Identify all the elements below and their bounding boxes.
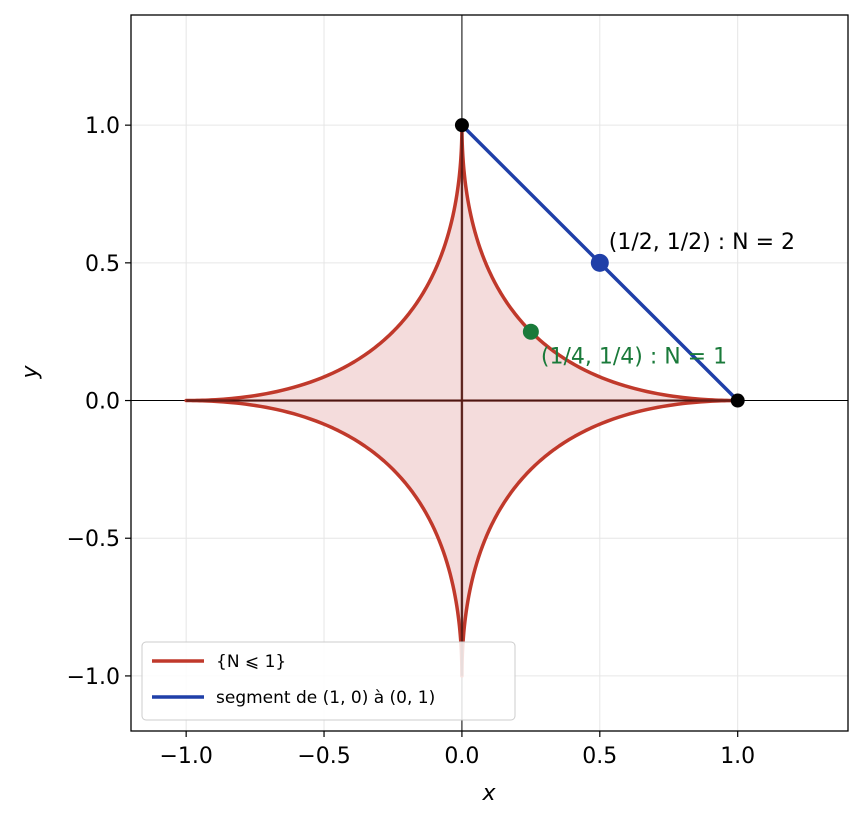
legend-label-astroid: {N ⩽ 1} xyxy=(216,652,286,672)
x-tick-label: −0.5 xyxy=(297,744,350,769)
legend-box xyxy=(141,641,516,721)
point-marker xyxy=(454,118,469,133)
point-marker xyxy=(590,253,609,272)
legend: {N ⩽ 1} segment de (1, 0) à (0, 1) xyxy=(141,641,516,721)
y-tick-label: −1.0 xyxy=(67,665,120,690)
x-tick-label: −1.0 xyxy=(159,744,212,769)
astroid-curve xyxy=(184,123,740,678)
x-tick-label: 1.0 xyxy=(720,744,755,769)
point-label-quarter: (1/4, 1/4) : N = 1 xyxy=(541,345,727,370)
axis-ticks: −1.0 −0.5 0.0 0.5 1.0 −1.0 −0.5 0.0 0.5 1.0 xyxy=(67,114,756,769)
point-marker xyxy=(522,323,539,340)
x-tick-label: 0.0 xyxy=(444,744,479,769)
point-marker xyxy=(730,393,745,408)
x-axis-title: x xyxy=(481,781,496,806)
point-label-half: (1/2, 1/2) : N = 2 xyxy=(609,230,795,255)
plot-frame xyxy=(130,14,849,732)
y-tick-label: 1.0 xyxy=(85,114,120,139)
y-tick-label: 0.0 xyxy=(85,390,120,415)
legend-label-segment: segment de (1, 0) à (0, 1) xyxy=(216,688,435,708)
y-tick-label: −0.5 xyxy=(67,527,120,552)
annotations: (1/2, 1/2) : N = 2 (1/4, 1/4) : N = 1 xyxy=(454,118,795,408)
y-tick-label: 0.5 xyxy=(85,252,120,277)
x-tick-label: 0.5 xyxy=(582,744,617,769)
y-axis-title: y xyxy=(18,365,43,380)
chart-marks xyxy=(131,15,848,731)
